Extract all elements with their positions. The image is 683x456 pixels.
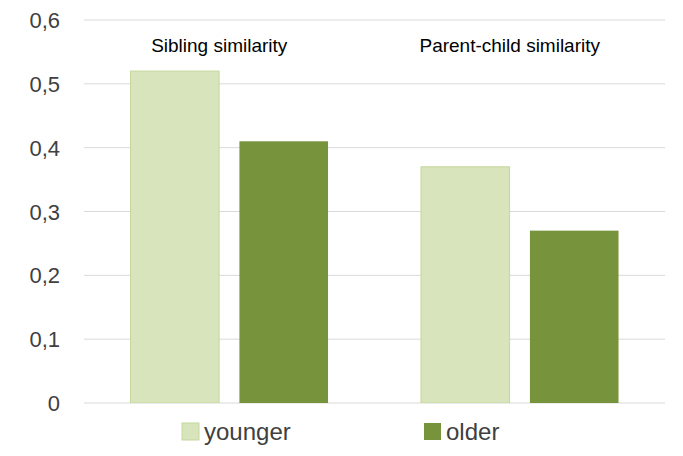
bar xyxy=(130,71,219,403)
legend-swatch xyxy=(182,423,199,440)
category-label: Sibling similarity xyxy=(151,35,288,56)
y-tick-label: 0,1 xyxy=(29,327,60,352)
legend-label: younger xyxy=(204,418,291,445)
category-label: Parent-child similarity xyxy=(419,35,600,56)
y-tick-label: 0 xyxy=(48,391,60,416)
grid-line xyxy=(84,20,665,21)
legend-label: older xyxy=(446,418,499,445)
y-tick-label: 0,4 xyxy=(29,136,60,161)
y-tick-label: 0,2 xyxy=(29,263,60,288)
legend-swatch xyxy=(424,423,441,440)
bar xyxy=(421,167,510,403)
chart-container: 0 0,1 0,2 0,3 0,4 0,5 0,6 Sibling similarity Par… xyxy=(0,0,683,456)
y-tick-label: 0,6 xyxy=(29,8,60,33)
y-tick-label: 0,5 xyxy=(29,72,60,97)
bar xyxy=(239,141,328,403)
chart-svg: 0 0,1 0,2 0,3 0,4 0,5 0,6 Sibling similarity Par… xyxy=(0,0,683,456)
bars xyxy=(130,71,618,403)
bar xyxy=(530,231,619,403)
legend: younger older xyxy=(182,418,499,445)
y-tick-label: 0,3 xyxy=(29,200,60,225)
grid xyxy=(84,20,665,403)
